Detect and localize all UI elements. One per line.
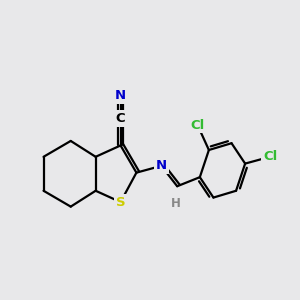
Text: Cl: Cl bbox=[190, 118, 205, 132]
Text: C: C bbox=[116, 112, 125, 125]
Text: Cl: Cl bbox=[263, 150, 277, 163]
Text: H: H bbox=[171, 197, 181, 210]
Text: N: N bbox=[156, 159, 167, 172]
Text: S: S bbox=[116, 196, 125, 208]
Text: N: N bbox=[115, 89, 126, 102]
